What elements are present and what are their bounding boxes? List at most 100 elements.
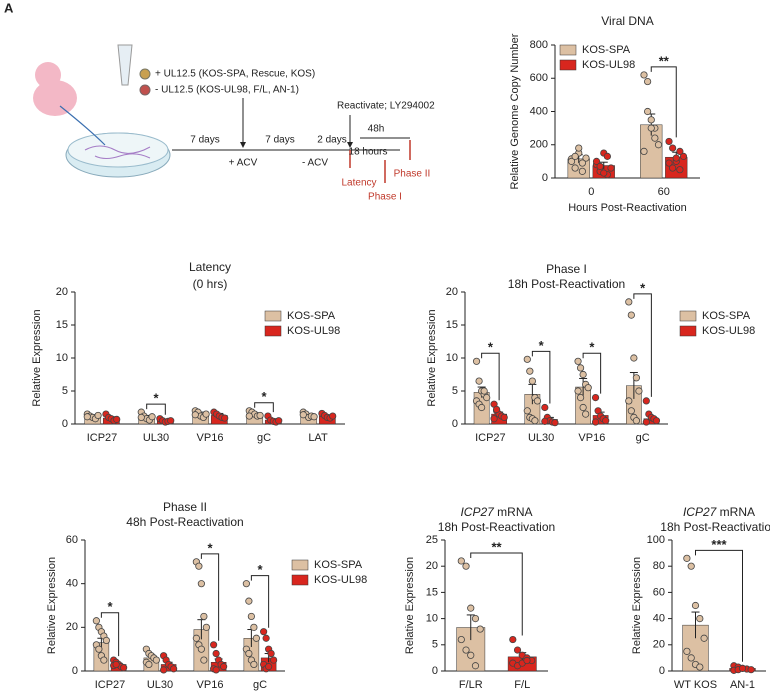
significance-label: * (261, 389, 267, 404)
neurons (84, 145, 151, 159)
y-tick-label: 80 (653, 560, 665, 572)
y-tick-label: 5 (452, 385, 458, 397)
significance-bracket (100, 612, 120, 657)
data-point (531, 417, 539, 425)
title-text: Viral DNA (601, 14, 653, 28)
data-point (490, 415, 498, 423)
schematic-text: - ACV (302, 158, 328, 169)
data-point (467, 651, 475, 659)
data-point (245, 412, 253, 420)
data-point (462, 646, 470, 654)
legend-swatch (291, 574, 309, 586)
schematic-text: Phase II (394, 169, 431, 180)
schematic-text: 7 days (190, 135, 219, 146)
y-tick-label: 400 (530, 105, 548, 117)
significance-label: * (107, 599, 113, 614)
title-gene: ICP27 (683, 505, 718, 519)
data-point (574, 387, 582, 395)
significance-label: ** (659, 53, 670, 68)
data-point (627, 311, 635, 319)
legend-swatch (679, 310, 697, 322)
data-point (472, 357, 481, 365)
data-point (571, 152, 579, 160)
significance-label: *** (711, 537, 727, 552)
legend-swatch (679, 325, 697, 337)
x-axis-label: Hours Post-Reactivation (568, 202, 687, 214)
data-point (687, 654, 695, 662)
data-point (509, 635, 517, 644)
data-point (275, 417, 283, 425)
x-tick-label: gC (253, 679, 267, 691)
chart-subtitle: 18h Post-Reactivation (660, 520, 770, 534)
data-point (607, 164, 615, 172)
legend-label: KOS-UL98 (582, 59, 635, 71)
x-tick-label: UL30 (143, 432, 169, 444)
x-tick-label: UL30 (147, 679, 173, 691)
significance-bracket (650, 66, 677, 138)
y-tick-label: 10 (446, 352, 458, 364)
y-tick-label: 10 (56, 352, 68, 364)
significance-bracket (200, 553, 220, 641)
significance-label: * (488, 340, 494, 355)
data-point (669, 144, 677, 152)
data-point (683, 647, 691, 655)
data-point (160, 666, 168, 674)
schematic: + UL12.5 (KOS-SPA, Rescue, KOS) - UL12.5… (33, 44, 435, 203)
schematic-text: 2 days (317, 135, 346, 146)
data-point (571, 164, 579, 172)
schematic-text: + ACV (229, 158, 258, 169)
virus-icon (139, 68, 151, 80)
legend-swatch (264, 310, 282, 322)
chart-subtitle: 18h Post-Reactivation (508, 277, 625, 291)
x-tick-label: UL30 (528, 432, 554, 444)
x-tick-label: gC (636, 432, 650, 444)
data-point (676, 166, 684, 174)
data-point (202, 410, 210, 418)
mouse-head (35, 62, 61, 88)
title-text: Phase II (163, 500, 207, 514)
data-point (299, 411, 307, 419)
arrowhead (347, 142, 353, 148)
data-point (630, 354, 638, 362)
legend-label: KOS-UL98 (702, 325, 755, 337)
data-point (202, 623, 210, 631)
chart-title: Phase I (546, 262, 587, 276)
y-tick-label: 0 (62, 418, 68, 430)
legend-swatch (264, 325, 282, 337)
data-point (696, 614, 704, 623)
legend-label: KOS-UL98 (314, 574, 367, 586)
chart-title: Latency (189, 260, 231, 274)
data-point (676, 147, 684, 155)
data-point (642, 418, 650, 426)
y-tick-label: 40 (66, 578, 78, 590)
data-point (567, 157, 576, 165)
y-tick-label: 15 (446, 319, 458, 331)
data-point (94, 411, 102, 420)
data-point (642, 397, 650, 405)
title-text: Phase I (546, 262, 587, 276)
y-tick-label: 0 (72, 665, 78, 677)
data-point (120, 664, 128, 672)
data-point (526, 367, 534, 375)
chart-title: Viral DNA (601, 14, 653, 28)
x-tick-label: AN-1 (730, 679, 755, 691)
y-tick-label: 20 (653, 639, 665, 651)
data-point (582, 154, 590, 162)
data-point (210, 641, 218, 649)
data-point (647, 124, 655, 132)
data-point (480, 387, 488, 395)
data-point (192, 634, 200, 642)
data-point (528, 377, 536, 385)
data-point (167, 417, 175, 425)
significance-bracket (254, 402, 274, 413)
data-point (627, 407, 635, 415)
significance-bracket (470, 552, 523, 636)
data-point (578, 167, 586, 175)
data-point (100, 656, 108, 664)
data-point (145, 660, 153, 669)
data-point (665, 159, 673, 167)
data-point (696, 663, 704, 671)
significance-bracket (531, 350, 551, 404)
data-point (245, 649, 253, 658)
data-point (596, 162, 604, 170)
